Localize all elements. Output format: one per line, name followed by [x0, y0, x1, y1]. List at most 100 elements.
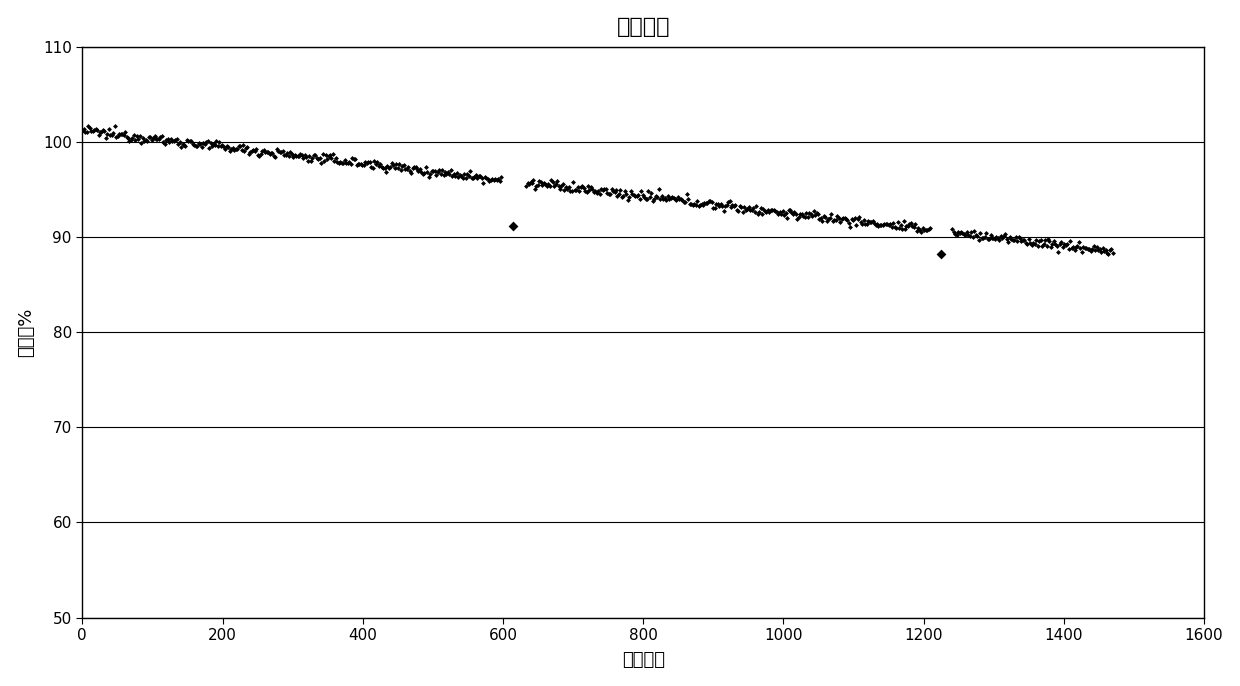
Point	[459, 171, 479, 182]
Point	[1097, 247, 1117, 258]
Point	[898, 220, 918, 231]
Point	[172, 138, 192, 149]
Point	[857, 218, 877, 229]
Point	[134, 136, 154, 147]
Point	[376, 167, 396, 178]
Point	[299, 150, 319, 161]
Point	[94, 126, 114, 137]
Point	[766, 207, 786, 218]
Point	[241, 147, 260, 158]
Point	[215, 141, 234, 152]
Point	[653, 194, 673, 205]
Point	[305, 150, 325, 161]
Point	[883, 217, 903, 228]
Point	[290, 149, 310, 160]
Point	[1102, 248, 1122, 259]
Point	[848, 213, 868, 224]
Point	[615, 185, 635, 196]
Point	[771, 208, 791, 219]
Point	[153, 131, 172, 142]
Point	[702, 197, 722, 208]
Point	[759, 206, 779, 217]
Point	[1032, 241, 1052, 252]
Point	[490, 176, 510, 187]
Point	[529, 176, 549, 187]
Point	[959, 230, 978, 241]
Point	[141, 134, 161, 145]
Point	[800, 208, 820, 219]
Point	[1096, 244, 1116, 255]
Point	[177, 134, 197, 145]
Point	[1083, 244, 1102, 255]
Point	[714, 205, 734, 216]
Point	[391, 164, 410, 175]
Point	[105, 121, 125, 132]
Point	[1058, 239, 1078, 250]
Point	[322, 149, 342, 160]
Point	[1084, 241, 1104, 252]
Point	[734, 201, 754, 212]
Point	[1037, 240, 1056, 251]
Point	[402, 167, 422, 178]
Point	[474, 178, 494, 189]
Point	[1059, 244, 1079, 255]
Point	[360, 156, 379, 167]
Point	[956, 230, 976, 241]
Point	[598, 187, 618, 198]
Point	[443, 171, 463, 182]
Point	[250, 148, 270, 159]
Point	[808, 208, 828, 219]
Point	[382, 158, 402, 169]
Point	[430, 168, 450, 179]
Point	[207, 135, 227, 146]
Point	[200, 142, 219, 153]
Point	[522, 177, 542, 188]
Point	[680, 198, 699, 209]
Point	[275, 150, 295, 161]
Point	[835, 213, 854, 224]
Point	[864, 217, 884, 228]
Point	[140, 132, 160, 143]
Point	[312, 148, 332, 159]
Point	[570, 182, 590, 193]
Point	[875, 219, 895, 230]
Point	[469, 170, 489, 181]
Point	[438, 166, 458, 177]
Point	[913, 223, 932, 234]
Point	[790, 209, 810, 220]
Point	[335, 154, 355, 165]
Point	[196, 137, 216, 148]
Point	[547, 176, 567, 187]
Point	[262, 148, 281, 159]
Point	[1089, 245, 1109, 256]
Point	[797, 211, 817, 222]
Point	[957, 227, 977, 238]
Point	[309, 154, 329, 165]
Point	[681, 199, 701, 210]
Point	[517, 178, 537, 189]
Point	[87, 124, 107, 135]
Point	[197, 135, 217, 146]
Point	[972, 233, 992, 244]
Point	[644, 196, 663, 206]
Point	[629, 190, 649, 201]
Point	[404, 161, 424, 172]
Point	[415, 162, 435, 173]
Point	[558, 183, 578, 194]
Point	[341, 158, 361, 169]
Point	[931, 248, 951, 259]
Point	[310, 153, 330, 164]
Point	[919, 224, 939, 235]
Point	[435, 166, 455, 177]
Point	[252, 145, 272, 156]
Point	[630, 193, 650, 204]
Point	[841, 222, 861, 233]
Point	[408, 165, 428, 176]
Point	[1078, 244, 1097, 255]
Point	[844, 213, 864, 224]
Point	[686, 200, 706, 211]
Point	[476, 172, 496, 183]
Point	[368, 161, 388, 172]
Point	[988, 232, 1008, 243]
Point	[76, 126, 95, 137]
